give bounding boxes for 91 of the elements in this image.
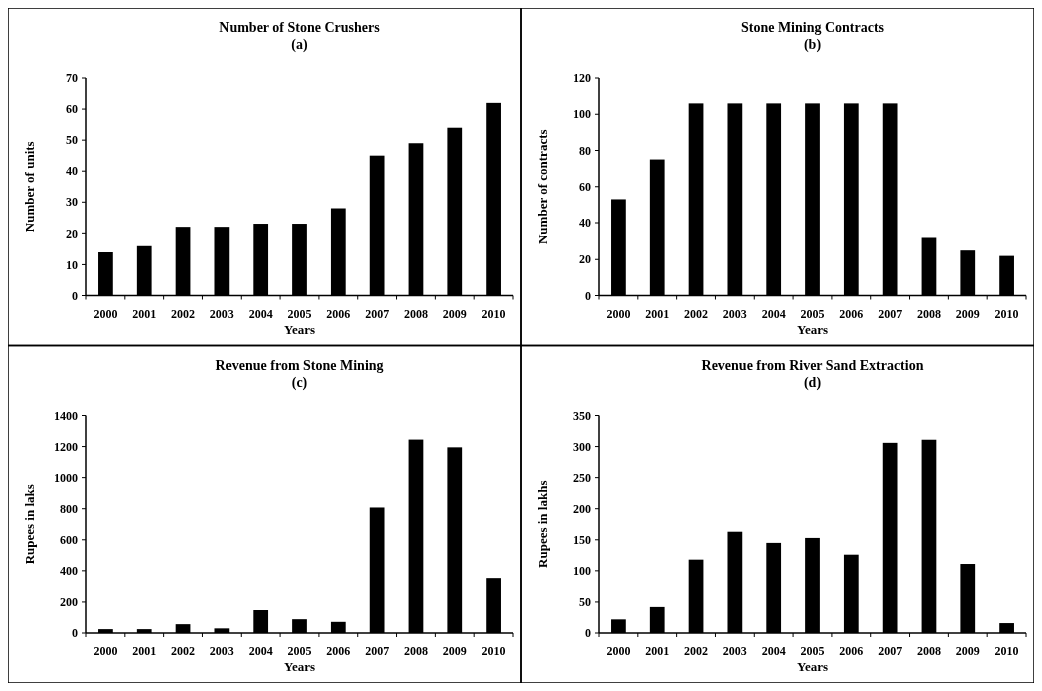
y-tick-label: 0 — [585, 288, 591, 303]
x-tick-label: 2006 — [326, 306, 351, 321]
y-tick-label: 800 — [60, 501, 78, 516]
x-axis-title: Years — [796, 321, 829, 337]
y-tick-label: 60 — [579, 179, 591, 194]
x-tick-label: 2009 — [442, 306, 467, 321]
y-tick-label: 350 — [573, 408, 591, 423]
x-tick-label: 2000 — [606, 644, 631, 658]
x-tick-label: 2004 — [248, 644, 273, 658]
y-tick-label: 0 — [585, 626, 591, 641]
x-tick-label: 2005 — [287, 644, 312, 658]
x-tick-label: 2005 — [287, 306, 312, 321]
x-tick-label: 2007 — [365, 644, 390, 658]
y-tick-label: 1000 — [54, 470, 78, 485]
chart-title: Revenue from River Sand Extraction — [701, 357, 924, 373]
x-tick-label: 2010 — [994, 644, 1019, 658]
y-tick-label: 40 — [66, 164, 78, 179]
x-tick-label: 2007 — [365, 306, 390, 321]
x-tick-label: 2004 — [761, 306, 786, 321]
x-tick-label: 2002 — [171, 644, 196, 658]
x-tick-label: 2002 — [684, 644, 709, 658]
y-tick-label: 100 — [573, 107, 591, 122]
chart-subtitle: (a) — [291, 37, 308, 53]
x-tick-label: 2009 — [442, 644, 467, 658]
y-tick-label: 200 — [60, 595, 78, 610]
x-tick-label: 2001 — [132, 644, 157, 658]
x-tick-label: 2006 — [326, 644, 351, 658]
x-tick-label: 2009 — [955, 644, 980, 658]
chart-subtitle: (b) — [803, 37, 822, 53]
y-tick-label: 100 — [573, 564, 591, 579]
x-tick-label: 2006 — [839, 644, 864, 658]
y-tick-label: 10 — [66, 257, 78, 272]
y-tick-label: 50 — [66, 133, 78, 148]
x-tick-label: 2001 — [645, 644, 670, 658]
y-tick-label: 400 — [60, 564, 78, 579]
x-tick-label: 2002 — [171, 306, 196, 321]
chart-subtitle: (d) — [803, 374, 822, 391]
x-tick-label: 2004 — [761, 644, 786, 658]
x-tick-label: 2003 — [209, 644, 234, 658]
chart-title: Revenue from Stone Mining — [215, 357, 384, 373]
y-tick-label: 60 — [66, 102, 78, 117]
x-tick-label: 2005 — [800, 306, 825, 321]
x-tick-label: 2008 — [403, 306, 428, 321]
x-tick-label: 2000 — [93, 306, 118, 321]
y-tick-label: 1400 — [54, 408, 78, 423]
x-tick-label: 2007 — [878, 306, 903, 321]
x-tick-label: 2010 — [481, 644, 506, 658]
y-tick-label: 0 — [72, 626, 78, 641]
x-tick-label: 2004 — [248, 306, 273, 321]
x-tick-label: 2001 — [132, 306, 157, 321]
chart-subtitle: (c) — [291, 374, 308, 391]
x-tick-label: 2002 — [684, 306, 709, 321]
y-tick-label: 1200 — [54, 439, 78, 454]
x-axis-title: Years — [283, 659, 316, 674]
y-tick-label: 80 — [579, 143, 591, 158]
chart-title: Stone Mining Contracts — [740, 20, 885, 35]
y-tick-label: 20 — [579, 252, 591, 267]
x-tick-label: 2003 — [722, 644, 747, 658]
y-tick-label: 20 — [66, 226, 78, 241]
y-tick-label: 0 — [72, 288, 78, 303]
y-tick-label: 300 — [573, 439, 591, 454]
x-tick-label: 2000 — [606, 306, 631, 321]
y-axis-title: Rupees in lakhs — [535, 480, 550, 568]
x-tick-label: 2008 — [403, 644, 428, 658]
x-tick-label: 2001 — [645, 306, 670, 321]
y-tick-label: 30 — [66, 195, 78, 210]
x-tick-label: 2008 — [916, 306, 941, 321]
chart-title: Number of Stone Crushers — [219, 20, 381, 35]
x-tick-label: 2000 — [93, 644, 118, 658]
y-tick-label: 600 — [60, 532, 78, 547]
x-axis-title: Years — [796, 659, 829, 674]
x-tick-label: 2009 — [955, 306, 980, 321]
y-tick-label: 70 — [66, 71, 78, 86]
y-axis-title: Rupees in laks — [22, 484, 37, 565]
y-tick-label: 120 — [573, 71, 591, 86]
x-tick-label: 2003 — [722, 306, 747, 321]
x-axis-title: Years — [283, 321, 316, 337]
x-tick-label: 2003 — [209, 306, 234, 321]
x-tick-label: 2010 — [994, 306, 1019, 321]
y-tick-label: 50 — [579, 595, 591, 610]
x-tick-label: 2007 — [878, 644, 903, 658]
y-axis-title: Number of units — [22, 141, 37, 233]
x-tick-label: 2008 — [916, 644, 941, 658]
x-tick-label: 2010 — [481, 306, 506, 321]
y-tick-label: 250 — [573, 470, 591, 485]
y-tick-label: 40 — [579, 216, 591, 231]
x-tick-label: 2005 — [800, 644, 825, 658]
x-tick-label: 2006 — [839, 306, 864, 321]
y-tick-label: 200 — [573, 501, 591, 516]
y-axis-title: Number of contracts — [535, 129, 550, 245]
y-tick-label: 150 — [573, 532, 591, 547]
